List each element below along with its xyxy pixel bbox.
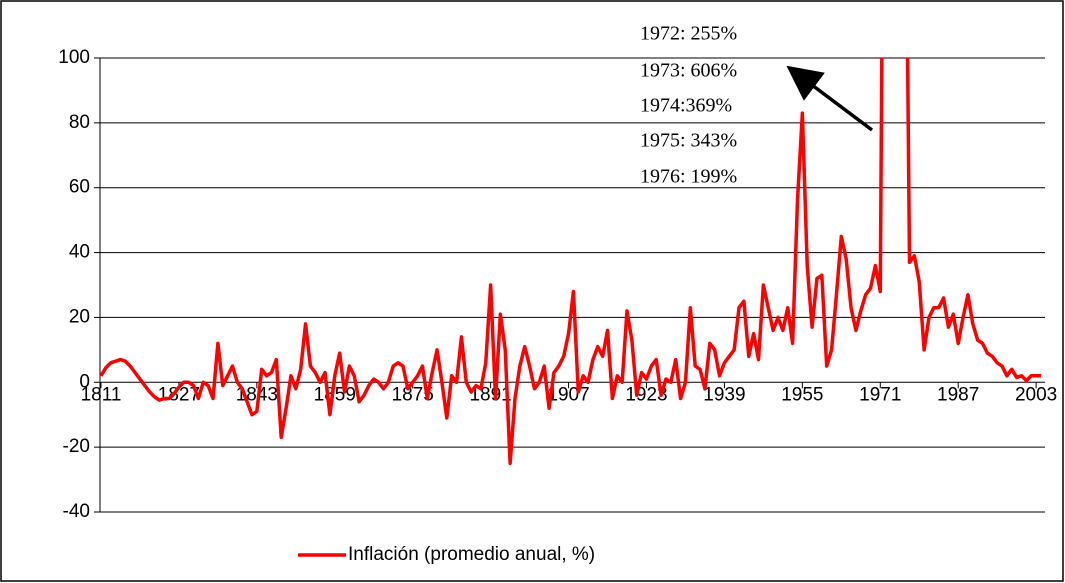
y-tick-label: 80: [69, 112, 90, 133]
legend-label: Inflación (promedio anual, %): [348, 544, 595, 565]
annotation: 1976: 199%: [640, 166, 737, 188]
y-tick-label: 60: [69, 177, 90, 198]
annotation: 1972: 255%: [640, 23, 737, 45]
annotation: 1975: 343%: [640, 130, 737, 152]
y-tick-label: 40: [69, 242, 90, 263]
data-line: [100, 58, 1041, 466]
y-tick-label: 20: [69, 306, 90, 327]
arrow: [786, 65, 874, 132]
y-tick-label: -20: [63, 436, 90, 457]
y-tick-label: -40: [63, 501, 90, 522]
x-tick-label: 1971: [859, 384, 901, 405]
x-tick-label: 1987: [937, 384, 979, 405]
x-tick-label: 2003: [1015, 384, 1057, 405]
x-tick-label: 1811: [81, 384, 122, 405]
annotation: 1973: 606%: [640, 60, 737, 82]
annotation: 1974:369%: [640, 95, 732, 117]
x-tick-label: 1955: [781, 384, 823, 405]
x-tick-label: 1907: [547, 384, 589, 405]
x-tick-label: 1875: [392, 384, 434, 405]
x-tick-label: 1939: [703, 384, 745, 405]
y-tick-label: 0: [79, 371, 90, 392]
y-tick-label: 100: [58, 47, 90, 68]
